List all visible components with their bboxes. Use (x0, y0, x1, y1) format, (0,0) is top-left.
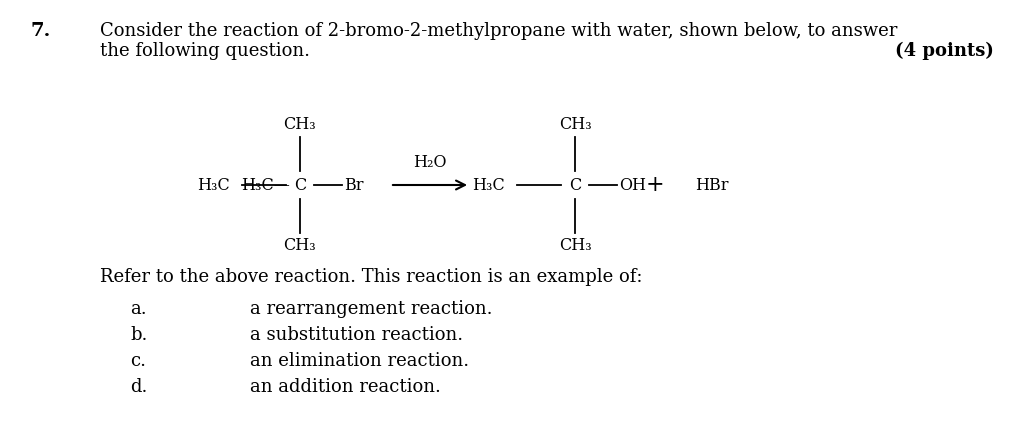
Text: 7.: 7. (30, 22, 50, 40)
Text: CH₃: CH₃ (559, 116, 592, 133)
Text: a substitution reaction.: a substitution reaction. (250, 326, 463, 344)
Text: the following question.: the following question. (100, 42, 310, 60)
Text: Br: Br (344, 176, 364, 194)
Text: CH₃: CH₃ (559, 237, 592, 254)
Text: a.: a. (130, 300, 146, 318)
Text: Refer to the above reaction. This reaction is an example of:: Refer to the above reaction. This reacti… (100, 268, 642, 286)
Text: HBr: HBr (695, 176, 728, 194)
Text: +: + (646, 174, 665, 196)
Text: b.: b. (130, 326, 147, 344)
Text: H₂O: H₂O (414, 154, 446, 171)
Text: H₃C: H₃C (472, 176, 505, 194)
Text: C: C (294, 176, 306, 194)
Text: H₃C—: H₃C— (241, 176, 290, 194)
Text: c.: c. (130, 352, 146, 370)
Text: a rearrangement reaction.: a rearrangement reaction. (250, 300, 493, 318)
Text: H₃C: H₃C (198, 176, 230, 194)
Text: CH₃: CH₃ (284, 237, 316, 254)
Text: an elimination reaction.: an elimination reaction. (250, 352, 469, 370)
Text: CH₃: CH₃ (284, 116, 316, 133)
Text: an addition reaction.: an addition reaction. (250, 378, 441, 396)
Text: Consider the reaction of 2-bromo-2-methylpropane with water, shown below, to ans: Consider the reaction of 2-bromo-2-methy… (100, 22, 897, 40)
Text: OH: OH (618, 176, 646, 194)
Text: (4 points): (4 points) (895, 42, 994, 60)
Text: C: C (569, 176, 582, 194)
Text: d.: d. (130, 378, 147, 396)
